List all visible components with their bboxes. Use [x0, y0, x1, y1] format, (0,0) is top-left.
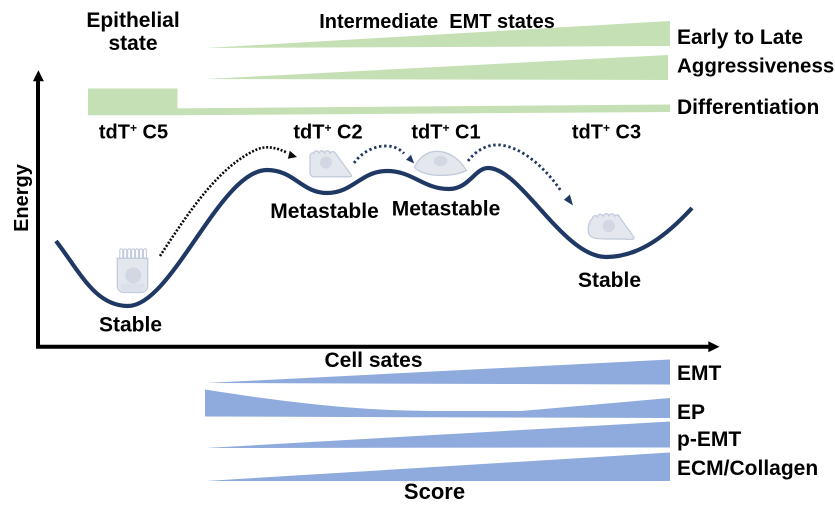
svg-text:tdT+ C5: tdT+ C5 — [99, 121, 168, 144]
svg-text:ECM/Collagen: ECM/Collagen — [677, 457, 818, 480]
svg-text:tdT+ C3: tdT+ C3 — [572, 121, 641, 144]
svg-text:Score: Score — [404, 479, 465, 504]
svg-text:Metastable: Metastable — [270, 200, 379, 223]
svg-text:Stable: Stable — [99, 314, 162, 337]
svg-text:Early to Late: Early to Late — [677, 26, 803, 49]
svg-text:Differentiation: Differentiation — [677, 96, 819, 119]
svg-text:Intermediate EMT states: Intermediate EMT states — [319, 11, 555, 33]
svg-text:tdT+ C2: tdT+ C2 — [293, 121, 362, 144]
svg-text:EMT: EMT — [677, 362, 722, 385]
svg-text:Energy: Energy — [11, 163, 33, 232]
svg-text:tdT+ C1: tdT+ C1 — [411, 121, 480, 144]
svg-text:state: state — [108, 32, 157, 55]
svg-text:Epithelial: Epithelial — [86, 9, 179, 32]
svg-text:Aggressiveness: Aggressiveness — [677, 55, 834, 78]
svg-text:Metastable: Metastable — [392, 198, 501, 221]
svg-text:Cell sates: Cell sates — [324, 349, 422, 372]
svg-text:EP: EP — [677, 401, 705, 424]
svg-text:p-EMT: p-EMT — [677, 428, 741, 451]
svg-text:Stable: Stable — [578, 269, 641, 292]
